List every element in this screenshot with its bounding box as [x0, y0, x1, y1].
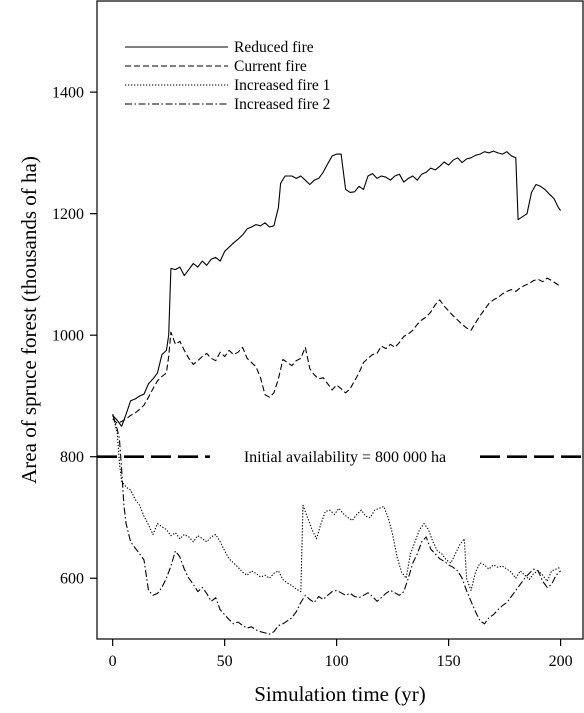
- series-line-increased-fire-1: [112, 415, 561, 593]
- series-line-reduced-fire: [112, 150, 562, 427]
- y-tick-label: 1400: [52, 85, 84, 102]
- series-line-current-fire: [112, 277, 561, 424]
- legend-label-current-fire: Current fire: [234, 58, 307, 75]
- series-line-increased-fire-2: [112, 414, 561, 635]
- x-tick-label: 100: [325, 653, 349, 670]
- x-axis-title: Simulation time (yr): [254, 682, 425, 706]
- y-tick-label: 1000: [52, 328, 84, 345]
- reference-line-group: Initial availability = 800 000 ha: [97, 449, 583, 466]
- y-tick-label: 600: [60, 571, 84, 588]
- series-lines: [112, 150, 562, 635]
- x-tick-label: 0: [109, 653, 117, 670]
- legend-label-increased-fire-2: Increased fire 2: [234, 96, 330, 113]
- legend-label-increased-fire-1: Increased fire 1: [234, 77, 330, 94]
- plot-frame: [96, 0, 584, 640]
- x-tick-label: 200: [549, 653, 573, 670]
- y-tick-label: 800: [60, 449, 84, 466]
- y-axis-title: Area of spruce forest (thousands of ha): [17, 156, 41, 484]
- legend-label-reduced-fire: Reduced fire: [234, 39, 314, 56]
- x-tick-label: 150: [437, 653, 461, 670]
- y-tick-label: 1200: [52, 206, 84, 223]
- x-tick-label: 50: [217, 653, 233, 670]
- axis-ticks: 0 50 100 150 200 600 800 1000 1200 1400: [52, 85, 573, 670]
- legend: Reduced fire Current fire Increased fire 1…: [125, 39, 330, 113]
- reference-line-label: Initial availability = 800 000 ha: [244, 449, 446, 466]
